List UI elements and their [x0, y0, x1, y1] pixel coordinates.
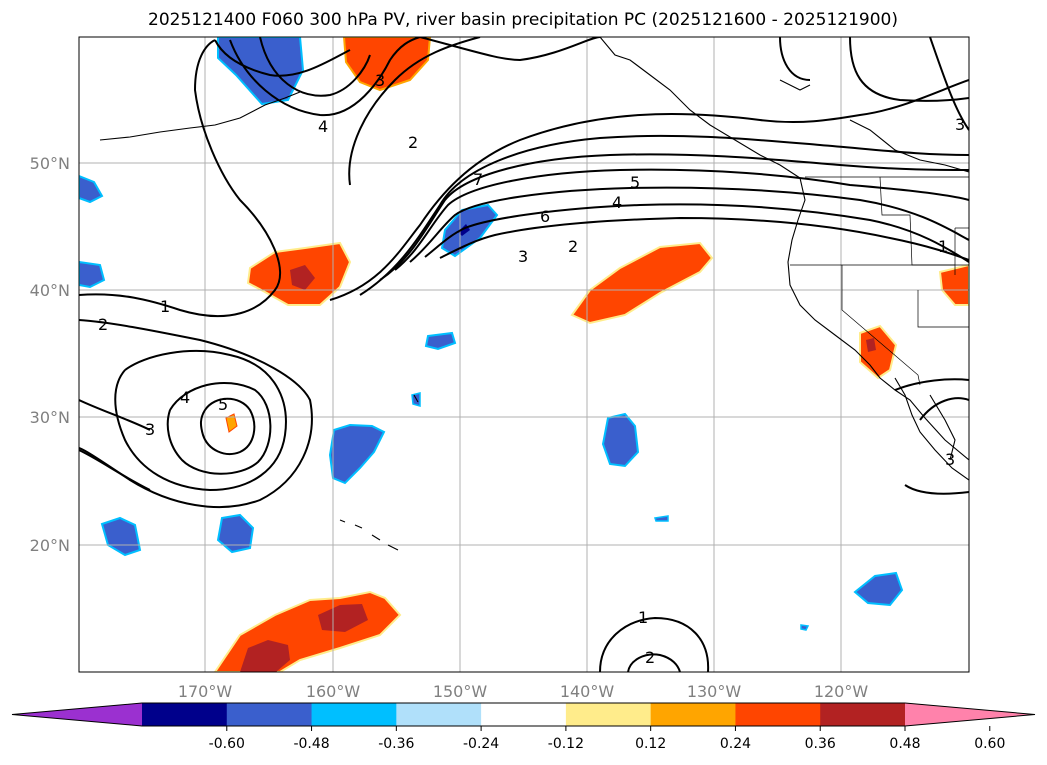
shade-blue-north: [217, 37, 305, 106]
contour-label: 1: [638, 608, 648, 627]
contour-label: 3: [145, 420, 155, 439]
contour-label: 2: [568, 237, 578, 256]
colorbar-tick-label: -0.12: [548, 736, 584, 752]
contour-label: 2: [645, 648, 655, 667]
coastlines: [99, 37, 969, 551]
colorbar: -0.60 -0.48 -0.36 -0.24 -0.12 0.12 0.24 0.36 0.4…: [11, 702, 1036, 752]
colorbar-segment: [735, 703, 821, 726]
lon-label: 120°W: [814, 682, 869, 701]
contour-label: 5: [218, 395, 228, 414]
colorbar-tick-label: -0.60: [209, 736, 245, 752]
lat-label: 40°N: [30, 281, 70, 300]
latitude-labels: 50°N 40°N 30°N 20°N: [30, 154, 70, 555]
contour-label: 3: [945, 450, 955, 469]
contour-label: 2: [98, 315, 108, 334]
colorbar-extend-high: [905, 703, 1035, 726]
lon-label: 160°W: [306, 682, 361, 701]
lat-label: 20°N: [30, 536, 70, 555]
colorbar-segment: [481, 703, 567, 726]
contour-label: 6: [540, 207, 550, 226]
colorbar-segment: [226, 703, 313, 726]
precipitation-shading: [79, 37, 969, 672]
map-frame: [78, 36, 970, 673]
colorbar-segment: [142, 703, 228, 726]
colorbar-tick-label: -0.36: [378, 736, 414, 752]
lon-label: 170°W: [178, 682, 233, 701]
colorbar-tick-label: 0.24: [720, 736, 751, 752]
map-gridlines: [79, 37, 969, 672]
shade-blue-west: [79, 260, 106, 289]
contour-label: 1: [160, 297, 170, 316]
map-title: 2025121400 F060 300 hPa PV, river basin …: [148, 10, 898, 30]
contour-label: 4: [612, 193, 622, 212]
colorbar-tick-label: 0.36: [805, 736, 836, 752]
colorbar-segment: [311, 703, 397, 726]
colorbar-tick-label: 0.60: [974, 736, 1005, 752]
colorbar-tick-label: 0.48: [889, 736, 920, 752]
shade-orange-north: [342, 37, 432, 92]
colorbar-segment: [650, 703, 736, 726]
colorbar-segment: [396, 703, 482, 726]
contour-label: 7: [473, 170, 483, 189]
colorbar-tick-label: 0.12: [635, 736, 666, 752]
map-area: 1 2 3 4 5 4 2 3 7 5 6 4 3 2 1 3 1 2 3: [79, 37, 969, 672]
contour-label: 3: [518, 247, 528, 266]
longitude-labels: 170°W 160°W 150°W 140°W 130°W 120°W: [178, 682, 869, 701]
colorbar-segment: [820, 703, 906, 726]
shade-orange-south: [213, 590, 402, 672]
contour-label: 3: [955, 115, 965, 134]
contour-label: 3: [375, 71, 385, 90]
lon-label: 130°W: [687, 682, 742, 701]
contour-label: 2: [408, 133, 418, 152]
contour-label: 4: [180, 388, 190, 407]
lon-label: 140°W: [560, 682, 615, 701]
colorbar-tick-label: -0.24: [463, 736, 499, 752]
shade-blue-hawaii-north: [328, 423, 386, 485]
lat-label: 30°N: [30, 408, 70, 427]
contour-label: 1: [938, 237, 948, 256]
contour-label: 4: [318, 117, 328, 136]
pv-contour-labels: 1 2 3 4 5 4 2 3 7 5 6 4 3 2 1 3 1 2 3: [98, 71, 965, 667]
lon-label: 150°W: [433, 682, 488, 701]
lat-label: 50°N: [30, 154, 70, 173]
colorbar-outline: [11, 702, 1036, 727]
colorbar-tick-label: -0.48: [293, 736, 329, 752]
pv-contours: [79, 37, 969, 672]
colorbar-segment: [565, 703, 652, 726]
shade-orange-center: [570, 241, 714, 325]
contour-label: 5: [630, 173, 640, 192]
shade-blue-center: [440, 203, 499, 258]
colorbar-extend-low: [12, 703, 142, 726]
